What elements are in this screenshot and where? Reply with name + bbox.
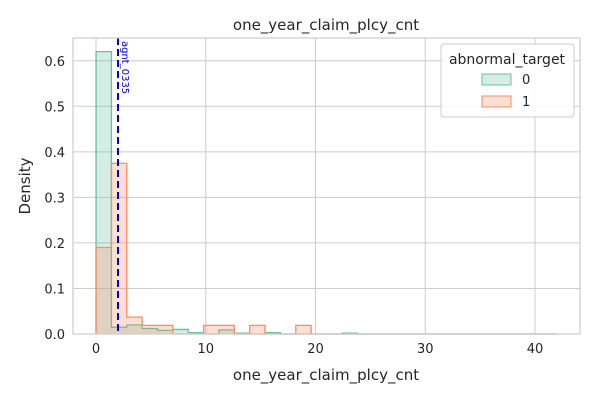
bar-series-1 <box>249 325 266 334</box>
y-tick-label: 0.0 <box>44 328 65 343</box>
bar-series-1 <box>295 325 312 334</box>
y-tick-label: 0.2 <box>44 237 65 252</box>
bar-series-0 <box>218 329 235 334</box>
x-tick-label: 10 <box>198 342 215 357</box>
bar-series-1 <box>126 317 143 334</box>
bar-series-0 <box>172 329 189 334</box>
axes-border <box>72 37 581 335</box>
reference-line: agnt_0335 <box>116 38 130 334</box>
bar-series-1 <box>142 325 158 334</box>
y-axis-label: Density <box>16 157 34 214</box>
y-tick-label: 0.5 <box>44 100 65 115</box>
legend-title: abnormal_target <box>449 52 566 68</box>
legend-label-1: 1 <box>522 95 530 110</box>
x-axis-label: one_year_claim_plcy_cnt <box>233 366 419 385</box>
x-tick-label: 20 <box>307 342 324 357</box>
chart-title: one_year_claim_plcy_cnt <box>233 16 419 35</box>
bar-series-0 <box>126 324 143 334</box>
y-axis-tick-labels: 0.0 0.1 0.2 0.3 0.4 0.5 0.6 <box>44 55 65 343</box>
bar-series-0 <box>188 332 204 334</box>
bar-series-0 <box>157 330 173 334</box>
reference-line-label: agnt_0335 <box>119 41 130 94</box>
y-tick-label: 0.1 <box>44 282 65 297</box>
y-tick-label: 0.6 <box>44 55 65 70</box>
legend-swatch-0 <box>481 73 512 86</box>
bar-series-1 <box>157 325 173 334</box>
legend: abnormal_target 0 1 <box>440 43 575 118</box>
y-tick-label: 0.3 <box>44 191 65 206</box>
axes-frame <box>72 37 581 335</box>
x-tick-label: 30 <box>417 342 434 357</box>
y-tick-label: 0.4 <box>44 146 65 161</box>
bar-series-1 <box>218 325 235 334</box>
x-tick-label: 0 <box>92 342 100 357</box>
bar-series-0 <box>96 51 112 335</box>
x-tick-label: 40 <box>527 342 544 357</box>
bar-series-1 <box>111 163 127 334</box>
legend-box <box>440 43 575 118</box>
bar-series-0 <box>265 332 281 334</box>
bar-series-1 <box>96 247 112 334</box>
legend-swatch-1 <box>481 95 512 108</box>
bar-series-0 <box>111 327 127 334</box>
bar-series-0 <box>142 328 158 334</box>
bar-series-1 <box>203 325 219 334</box>
legend-label-0: 0 <box>522 73 530 88</box>
x-axis-tick-labels: 0 10 20 30 40 <box>92 342 543 357</box>
